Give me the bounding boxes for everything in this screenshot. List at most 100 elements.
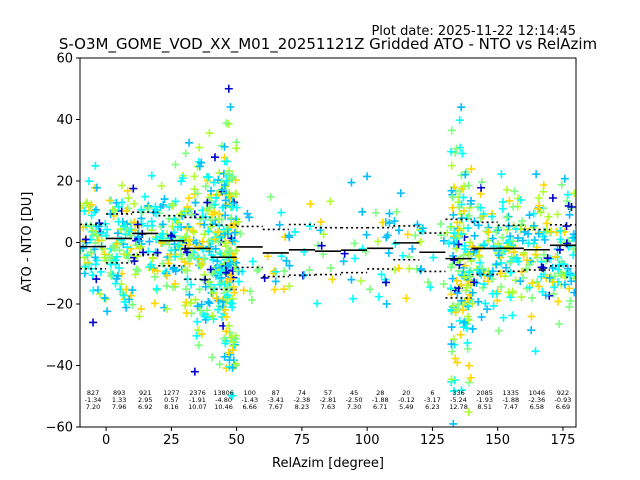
scatter-point	[465, 203, 474, 212]
scatter-point	[382, 278, 390, 287]
scatter-point	[509, 202, 518, 211]
scatter-point	[506, 257, 515, 266]
scatter-point	[220, 181, 229, 190]
scatter-point	[525, 211, 534, 220]
scatter-point	[447, 147, 456, 156]
scatter-point	[476, 203, 485, 212]
scatter-point	[123, 186, 132, 195]
scatter-point	[502, 225, 511, 234]
scatter-point	[133, 220, 142, 229]
scatter-point	[111, 279, 120, 288]
scatter-point	[171, 160, 180, 169]
scatter-point	[570, 189, 576, 198]
scatter-point	[112, 239, 121, 248]
scatter-point	[190, 185, 199, 194]
scatter-point	[196, 306, 205, 315]
scatter-point	[166, 250, 175, 259]
scatter-point	[109, 243, 118, 252]
bin-mean-label: -0.12	[398, 396, 415, 404]
scatter-point	[85, 177, 94, 186]
scatter-point	[107, 271, 116, 280]
bin-count-label: 20	[402, 389, 410, 397]
scatter-point	[207, 283, 216, 292]
scatter-point	[465, 378, 474, 387]
scatter-point	[196, 214, 205, 223]
scatter-point	[403, 230, 412, 239]
scatter-point	[457, 214, 466, 223]
scatter-point	[455, 116, 464, 125]
scatter-point	[224, 348, 233, 357]
bin-sd-label: 6.66	[242, 403, 256, 411]
scatter-point	[429, 253, 438, 262]
scatter-point	[226, 271, 235, 280]
scatter-point	[194, 326, 203, 335]
scatter-point	[111, 256, 120, 265]
scatter-point	[494, 326, 503, 335]
scatter-point	[184, 194, 193, 203]
scatter-point	[230, 254, 239, 263]
scatter-point	[102, 231, 111, 240]
scatter-point	[177, 250, 186, 259]
scatter-point	[147, 217, 156, 226]
scatter-point	[228, 391, 237, 400]
scatter-point	[339, 257, 348, 266]
scatter-point	[206, 222, 215, 231]
bin-mean-label: -1.93	[476, 396, 493, 404]
bin-count-label: 893	[113, 389, 125, 397]
scatter-point	[567, 202, 576, 211]
scatter-point	[137, 205, 146, 214]
scatter-point	[277, 208, 286, 217]
scatter-point	[447, 126, 456, 135]
scatter-point	[221, 201, 230, 210]
scatter-point	[453, 289, 462, 297]
scatter-point	[475, 252, 484, 261]
scatter-point	[217, 273, 226, 282]
scatter-point	[450, 239, 459, 248]
scatter-point	[510, 248, 519, 257]
scatter-point	[223, 230, 232, 239]
scatter-point	[510, 187, 519, 196]
scatter-point	[130, 257, 139, 266]
bin-sd-label: 10.07	[188, 403, 207, 411]
scatter-point	[392, 207, 401, 216]
scatter-point	[532, 170, 541, 179]
scatter-point	[172, 216, 181, 225]
bin-mean-label: -2.38	[293, 396, 310, 404]
scatter-point	[178, 174, 187, 183]
scatter-point	[160, 195, 169, 204]
bin-mean-label: -2.50	[346, 396, 363, 404]
scatter-point	[222, 176, 231, 185]
scatter-point	[195, 143, 204, 152]
scatter-point	[208, 210, 217, 219]
scatter-point	[556, 269, 565, 278]
scatter-point	[328, 275, 337, 284]
scatter-point	[234, 217, 243, 226]
bin-count-label: 922	[557, 389, 569, 397]
scatter-point	[120, 297, 129, 306]
scatter-point	[157, 181, 166, 190]
scatter-point	[228, 363, 237, 372]
scatter-point	[212, 294, 221, 303]
scatter-point	[347, 178, 356, 187]
scatter-point	[384, 249, 393, 258]
bin-mean-label: -1.91	[189, 396, 206, 404]
scatter-point	[194, 341, 203, 350]
scatter-point	[211, 193, 220, 202]
scatter-point	[534, 282, 543, 291]
scatter-point	[234, 277, 243, 286]
scatter-point	[468, 299, 477, 308]
bin-count-label: 57	[324, 389, 332, 397]
scatter-point	[148, 254, 157, 263]
scatter-point	[92, 275, 101, 284]
scatter-point	[391, 239, 400, 248]
bin-sd-label: 6.69	[556, 403, 570, 411]
scatter-point	[137, 304, 146, 313]
scatter-point	[390, 217, 399, 226]
scatter-point	[525, 283, 534, 292]
scatter-point	[126, 291, 135, 300]
bin-count-label: 45	[350, 389, 358, 397]
scatter-point	[195, 242, 204, 251]
scatter-point	[206, 186, 215, 195]
scatter-point	[185, 138, 194, 147]
